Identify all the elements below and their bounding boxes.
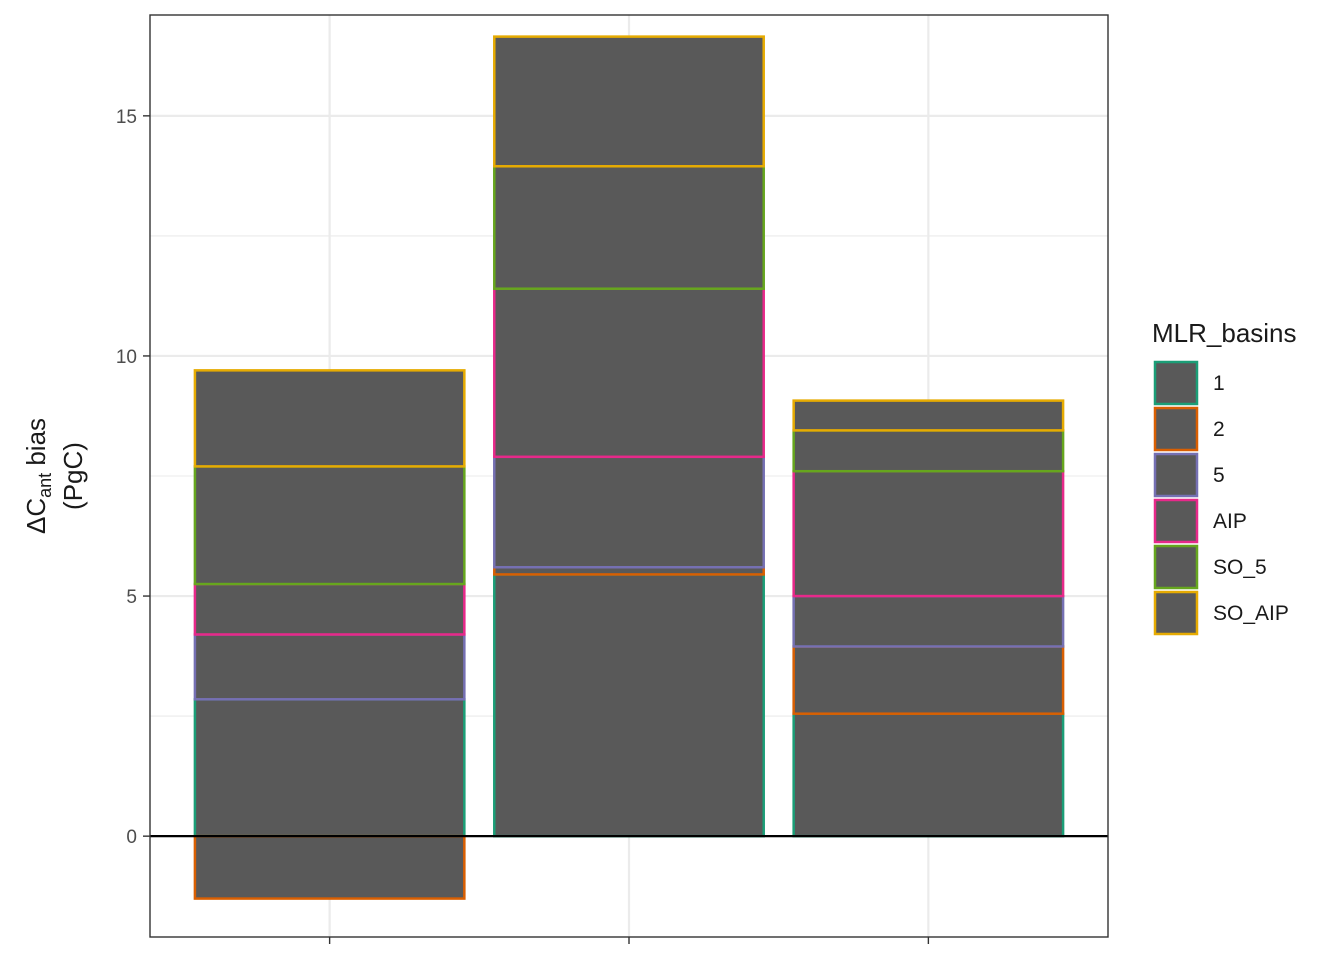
bar-segment-1 (193, 698, 466, 838)
bar-segment-so-5 (493, 165, 765, 290)
bar-segment-1 (493, 573, 765, 838)
bar-segment-aip (792, 469, 1065, 598)
bar-segment-so-5 (193, 465, 466, 586)
y-axis-title-line1: ΔCant bias (21, 418, 55, 534)
bar-segment-so-5 (792, 429, 1065, 473)
bar-segment-so-aip (493, 35, 765, 168)
bar-segment-1 (792, 712, 1065, 838)
legend-key-1 (1153, 360, 1199, 406)
bar-segment-aip (493, 287, 765, 459)
bar-segment-2 (193, 834, 466, 900)
bar-segment-so-aip (792, 399, 1065, 432)
bar-segment-5 (493, 455, 765, 569)
bar-segment-2 (792, 645, 1065, 715)
legend-key-so-aip (1153, 590, 1199, 636)
legend-label-2: 2 (1213, 418, 1225, 441)
y-axis-title-line2: (PgC) (58, 442, 88, 510)
y-tick-label: 0 (126, 827, 137, 848)
y-tick-label: 10 (116, 347, 137, 368)
legend-key-so-5 (1153, 544, 1199, 590)
legend-label-aip: AIP (1213, 510, 1247, 533)
legend-title: MLR_basins (1152, 318, 1297, 348)
legend-label-so-aip: SO_AIP (1213, 602, 1289, 625)
legend-label-5: 5 (1213, 464, 1225, 487)
bar-segment-so-aip (193, 369, 466, 468)
legend-label-so-5: SO_5 (1213, 556, 1267, 579)
y-tick-label: 5 (126, 587, 137, 608)
legend-key-5 (1153, 452, 1199, 498)
legend-key-aip (1153, 498, 1199, 544)
bar-segment-aip (193, 582, 466, 636)
bar-segment-5 (193, 633, 466, 701)
y-axis-title: ΔCant bias (PgC) (21, 418, 88, 534)
bar-segment-5 (792, 594, 1065, 648)
legend-key-2 (1153, 406, 1199, 452)
legend-label-1: 1 (1213, 372, 1225, 395)
y-tick-label: 15 (116, 107, 137, 128)
